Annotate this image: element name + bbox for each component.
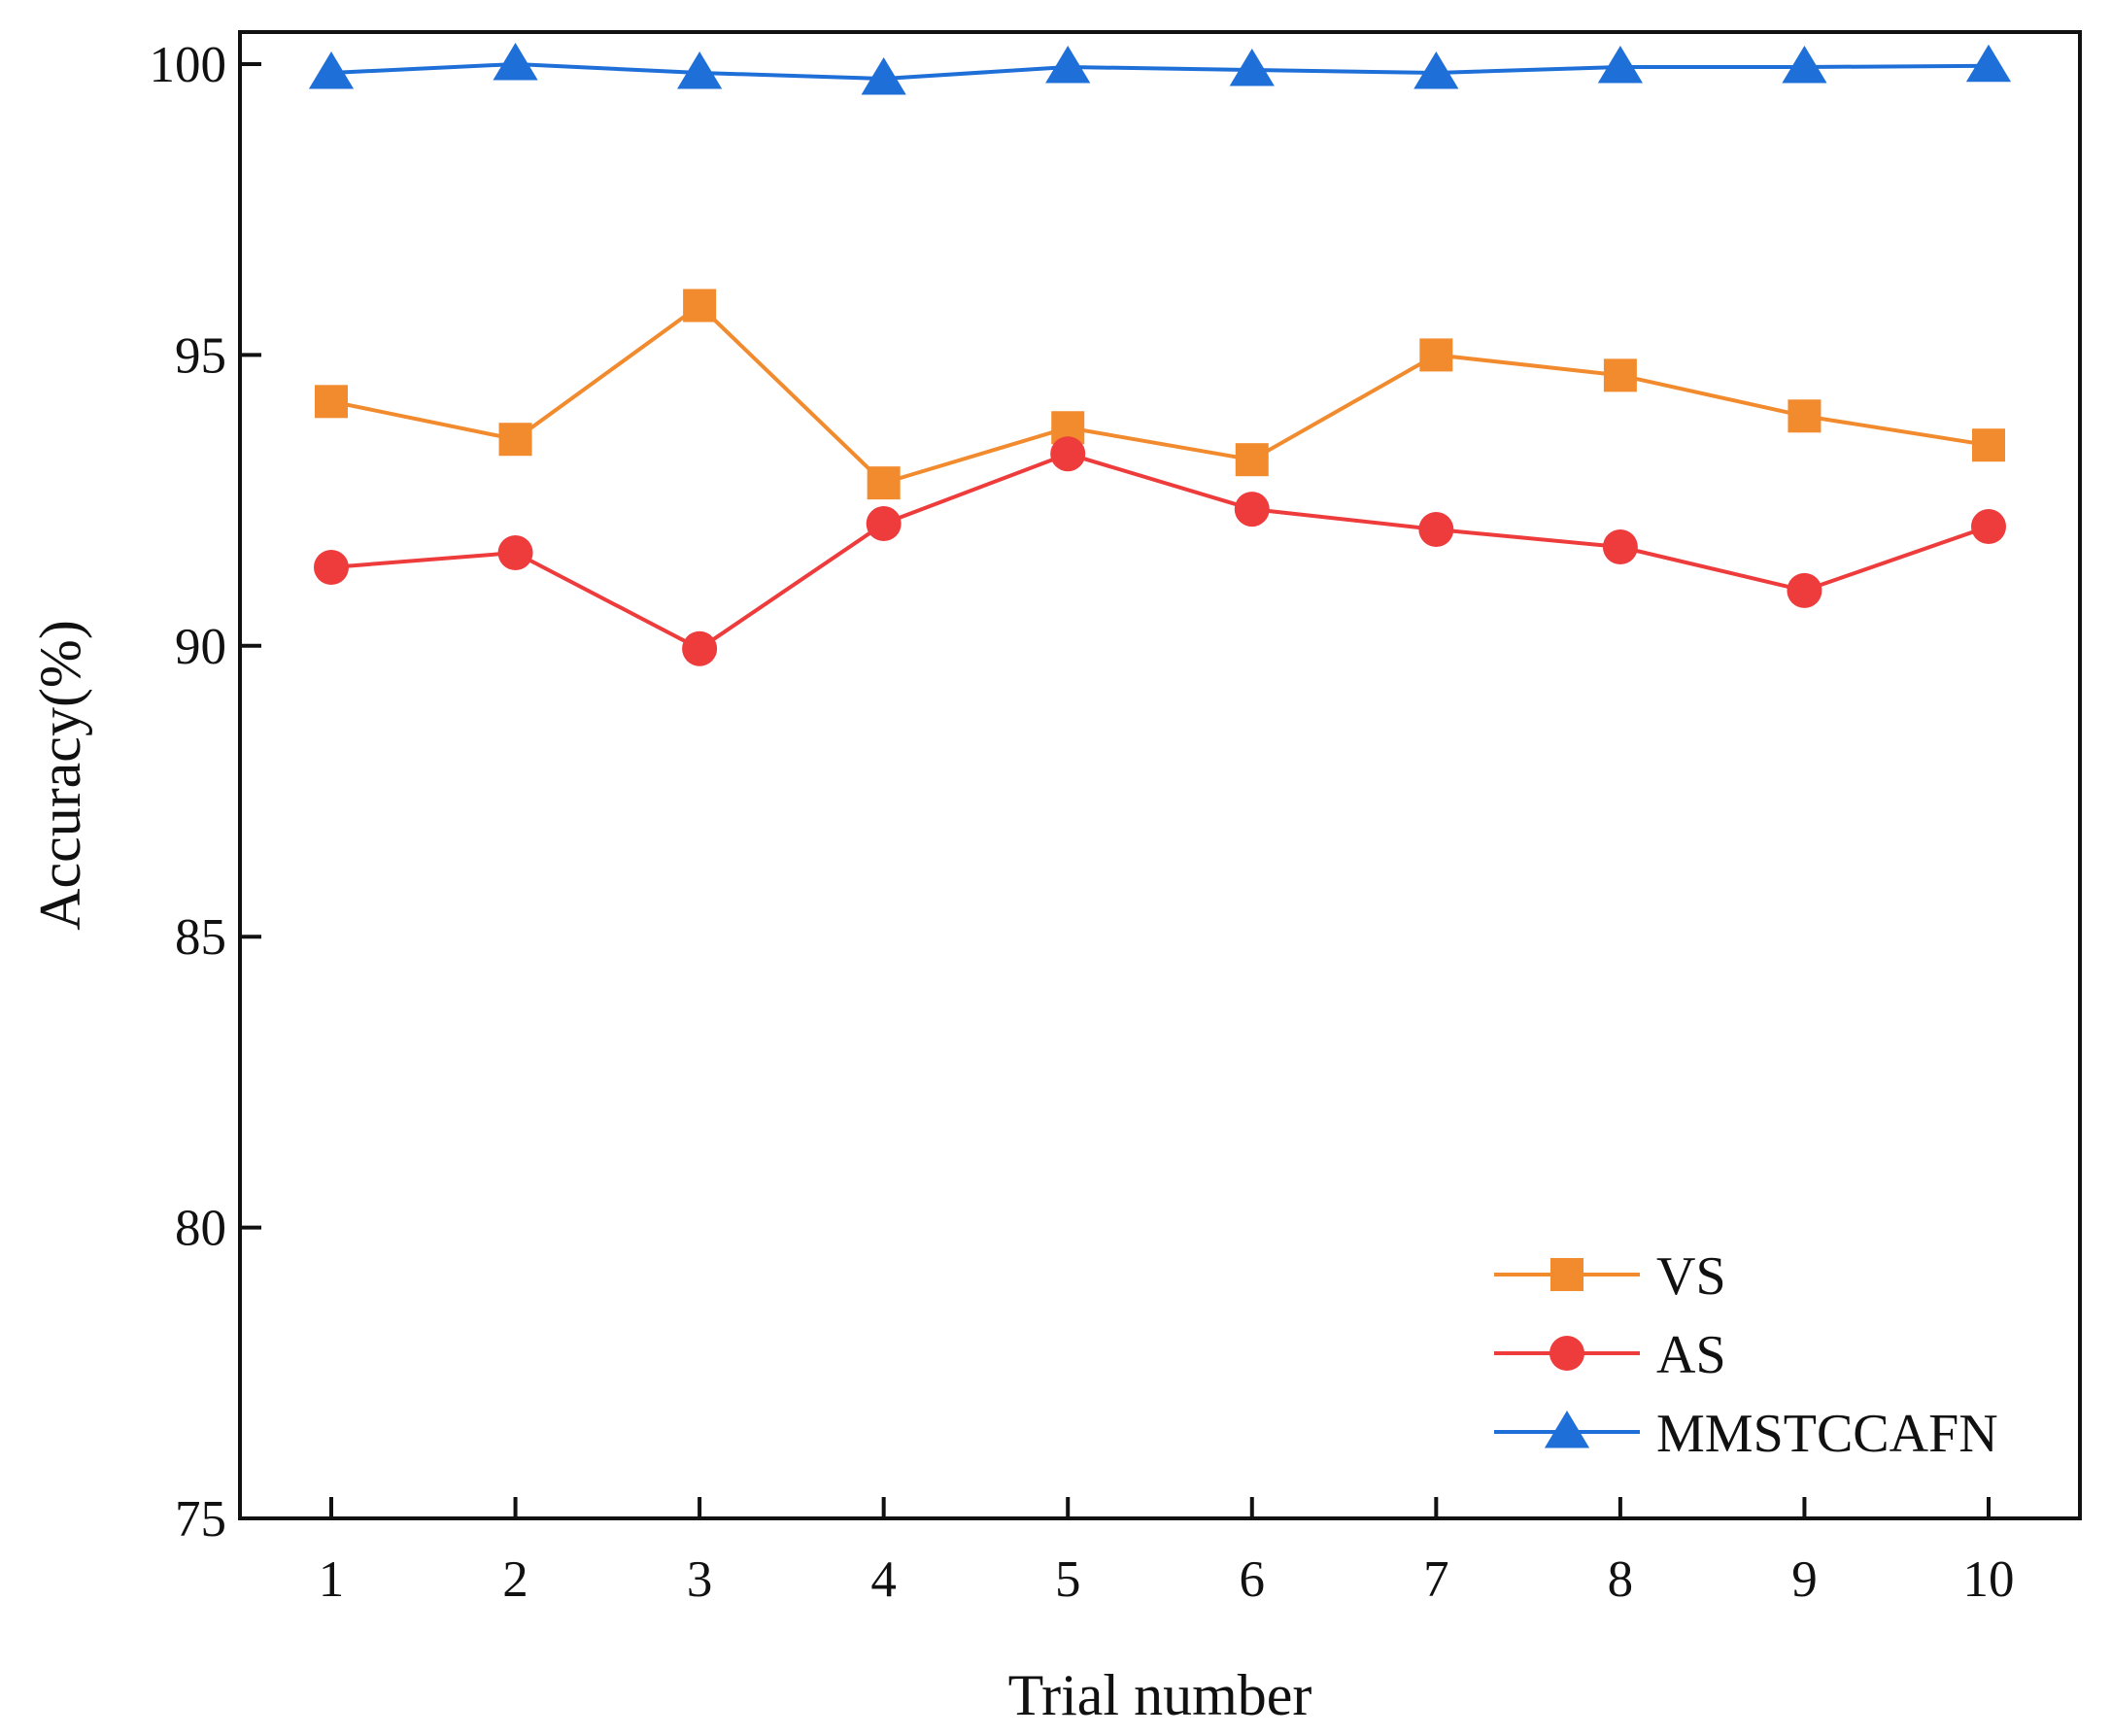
series-mmstccafn-line	[330, 62, 1990, 81]
series-as-point	[866, 506, 902, 542]
x-tick-label: 8	[1608, 1551, 1634, 1608]
series-mmstccafn-point	[1597, 45, 1643, 84]
series-as	[314, 436, 2006, 666]
legend-as-marker	[1549, 1336, 1584, 1371]
series-vs-point	[498, 423, 532, 457]
series-vs-point	[867, 466, 901, 500]
x-tick-label: 2	[502, 1551, 528, 1608]
y-tick-label: 90	[175, 619, 226, 675]
legend-mmstccafn-label: MMSTCCAFN	[1656, 1404, 1998, 1464]
plot-frame	[238, 30, 2082, 1520]
y-tick-label: 75	[175, 1491, 226, 1548]
series-mmstccafn-point	[1045, 45, 1091, 84]
series-as-point	[1787, 572, 1822, 608]
x-tick-label: 10	[1963, 1551, 2015, 1608]
series-vs-point	[1419, 338, 1453, 372]
y-axis-ticks: 75 80 85 90 95 100	[150, 37, 261, 1548]
y-tick-label: 100	[150, 37, 227, 93]
series-as-line	[330, 452, 1990, 651]
x-tick-label: 4	[870, 1551, 897, 1608]
series-mmstccafn-point	[1413, 51, 1459, 89]
y-tick-label: 80	[175, 1201, 226, 1257]
series-as-point	[682, 630, 718, 666]
legend-vs-marker	[1550, 1258, 1583, 1291]
series-vs	[315, 289, 2005, 500]
series-vs-point	[1972, 428, 2005, 462]
series-mmstccafn-point	[861, 56, 906, 95]
series-mmstccafn-point	[493, 43, 538, 81]
series-mmstccafn-point	[677, 51, 723, 89]
series-mmstccafn-point	[1782, 45, 1827, 84]
series-vs-point	[1603, 358, 1637, 392]
series-mmstccafn-point	[308, 51, 355, 89]
x-tick-label: 7	[1423, 1551, 1449, 1608]
x-axis-ticks: 1 2 3 4 5 6 7 8 9 10	[319, 1497, 2015, 1608]
series-as-point	[1234, 492, 1270, 528]
x-tick-label: 1	[319, 1551, 345, 1608]
series-layer	[308, 43, 2012, 666]
series-mmstccafn	[308, 43, 2012, 95]
x-tick-label: 5	[1055, 1551, 1081, 1608]
legend: VS AS MMSTCCAFN	[1494, 1246, 1998, 1464]
legend-vs-label: VS	[1656, 1246, 1726, 1307]
series-as-point	[1418, 512, 1454, 548]
series-mmstccafn-point	[1965, 44, 2012, 83]
series-vs-line	[330, 303, 1990, 486]
plot-border	[238, 30, 2082, 1520]
series-vs-point	[1788, 399, 1822, 433]
series-as-point	[314, 549, 349, 585]
series-vs-point	[683, 289, 717, 323]
y-tick-label: 85	[175, 909, 226, 966]
series-vs-point	[1235, 443, 1269, 477]
x-tick-label: 6	[1240, 1551, 1266, 1608]
series-as-point	[1602, 529, 1638, 565]
x-tick-label: 3	[687, 1551, 713, 1608]
series-as-point	[1050, 436, 1086, 472]
series-vs-point	[315, 385, 348, 419]
legend-as-label: AS	[1656, 1325, 1726, 1385]
x-tick-label: 9	[1791, 1551, 1818, 1608]
y-axis-title: Accuracy(%)	[28, 620, 92, 931]
x-axis-title: Trial number	[1008, 1663, 1312, 1727]
y-tick-label: 95	[175, 327, 226, 384]
legend-mmstccafn-marker	[1544, 1411, 1590, 1448]
series-as-point	[497, 534, 533, 570]
series-mmstccafn-point	[1229, 48, 1275, 86]
series-as-point	[1971, 509, 2006, 545]
